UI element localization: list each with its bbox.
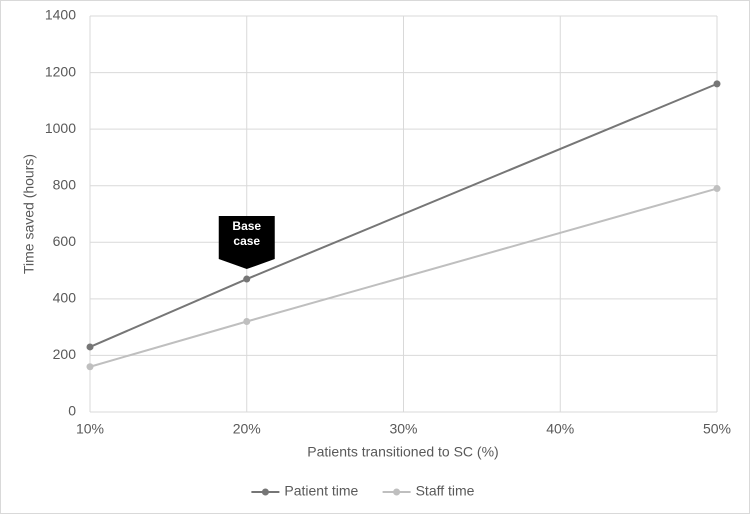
y-tick-label: 1400 [45, 7, 76, 23]
x-tick-label: 40% [546, 421, 574, 437]
legend-label: Staff time [416, 483, 475, 499]
data-point [86, 343, 94, 351]
annotation-callout [218, 216, 275, 270]
x-tick-label: 50% [703, 421, 731, 437]
data-point [86, 363, 94, 371]
data-point [713, 185, 721, 193]
y-tick-label: 0 [68, 403, 76, 419]
legend-label: Patient time [284, 483, 358, 499]
x-tick-label: 30% [389, 421, 417, 437]
y-tick-label: 400 [53, 290, 77, 306]
y-tick-label: 1000 [45, 120, 76, 136]
data-point [243, 317, 251, 325]
y-axis-title: Time saved (hours) [21, 154, 37, 274]
data-point [713, 80, 721, 88]
y-tick-label: 800 [53, 176, 77, 192]
annotation: Base case [232, 219, 262, 249]
y-tick-label: 1200 [45, 63, 76, 79]
legend-marker [261, 488, 269, 496]
x-tick-label: 20% [233, 421, 261, 437]
x-axis-title: Patients transitioned to SC (%) [307, 444, 498, 460]
data-point [243, 275, 251, 283]
y-tick-label: 200 [53, 346, 77, 362]
x-tick-label: 10% [76, 421, 104, 437]
y-tick-label: 600 [53, 233, 77, 249]
legend-marker [393, 488, 401, 496]
